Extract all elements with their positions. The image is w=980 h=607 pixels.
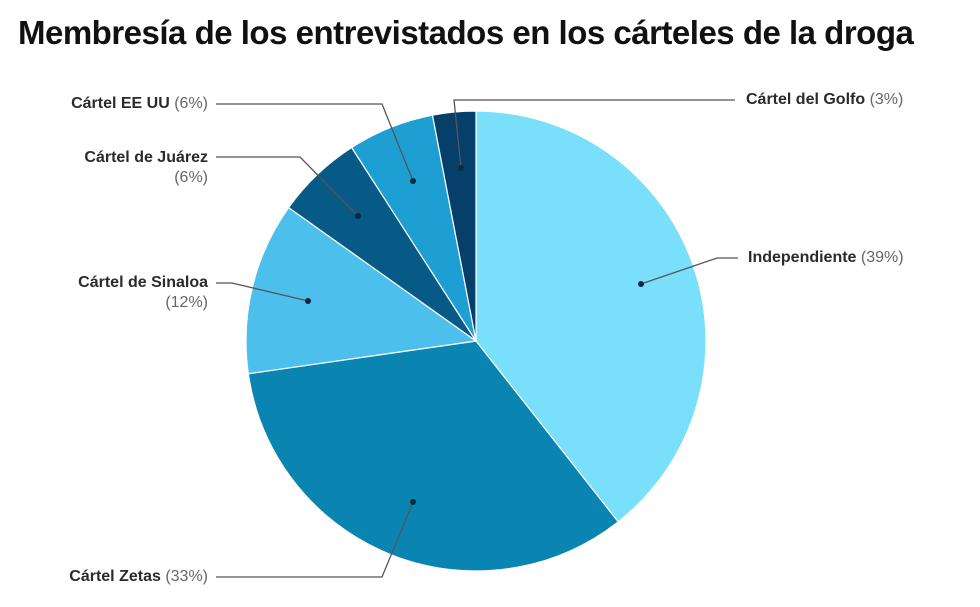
pie-slice xyxy=(431,110,477,342)
leader-dot xyxy=(355,213,361,219)
leader-line xyxy=(453,99,735,169)
leader-dot xyxy=(638,281,644,287)
chart-title: Membresía de los entrevistados en los cá… xyxy=(18,14,914,51)
label-golfo: Cártel del Golfo (3%) xyxy=(746,91,904,108)
leader-line xyxy=(216,501,414,578)
leader-dot xyxy=(410,499,416,505)
leader-dot xyxy=(305,298,311,304)
label-zetas: Cártel Zetas (33%) xyxy=(69,568,208,585)
label-sinaloa: Cártel de Sinaloa (12%) xyxy=(78,274,208,311)
label-eeuu: Cártel EE UU (6%) xyxy=(71,95,208,112)
leader-dot xyxy=(458,165,464,171)
leader-lines xyxy=(216,99,738,578)
leader-dot xyxy=(410,178,416,184)
leader-line xyxy=(216,103,414,182)
leader-line xyxy=(216,282,309,302)
label-independiente: Independiente (39%) xyxy=(748,249,904,266)
leader-line xyxy=(640,257,738,285)
pie-slice xyxy=(247,340,620,572)
label-juarez: Cártel de Juárez (6%) xyxy=(84,149,208,186)
pie-slice xyxy=(245,206,478,375)
pie-slices xyxy=(245,110,707,572)
leader-line xyxy=(216,156,359,217)
